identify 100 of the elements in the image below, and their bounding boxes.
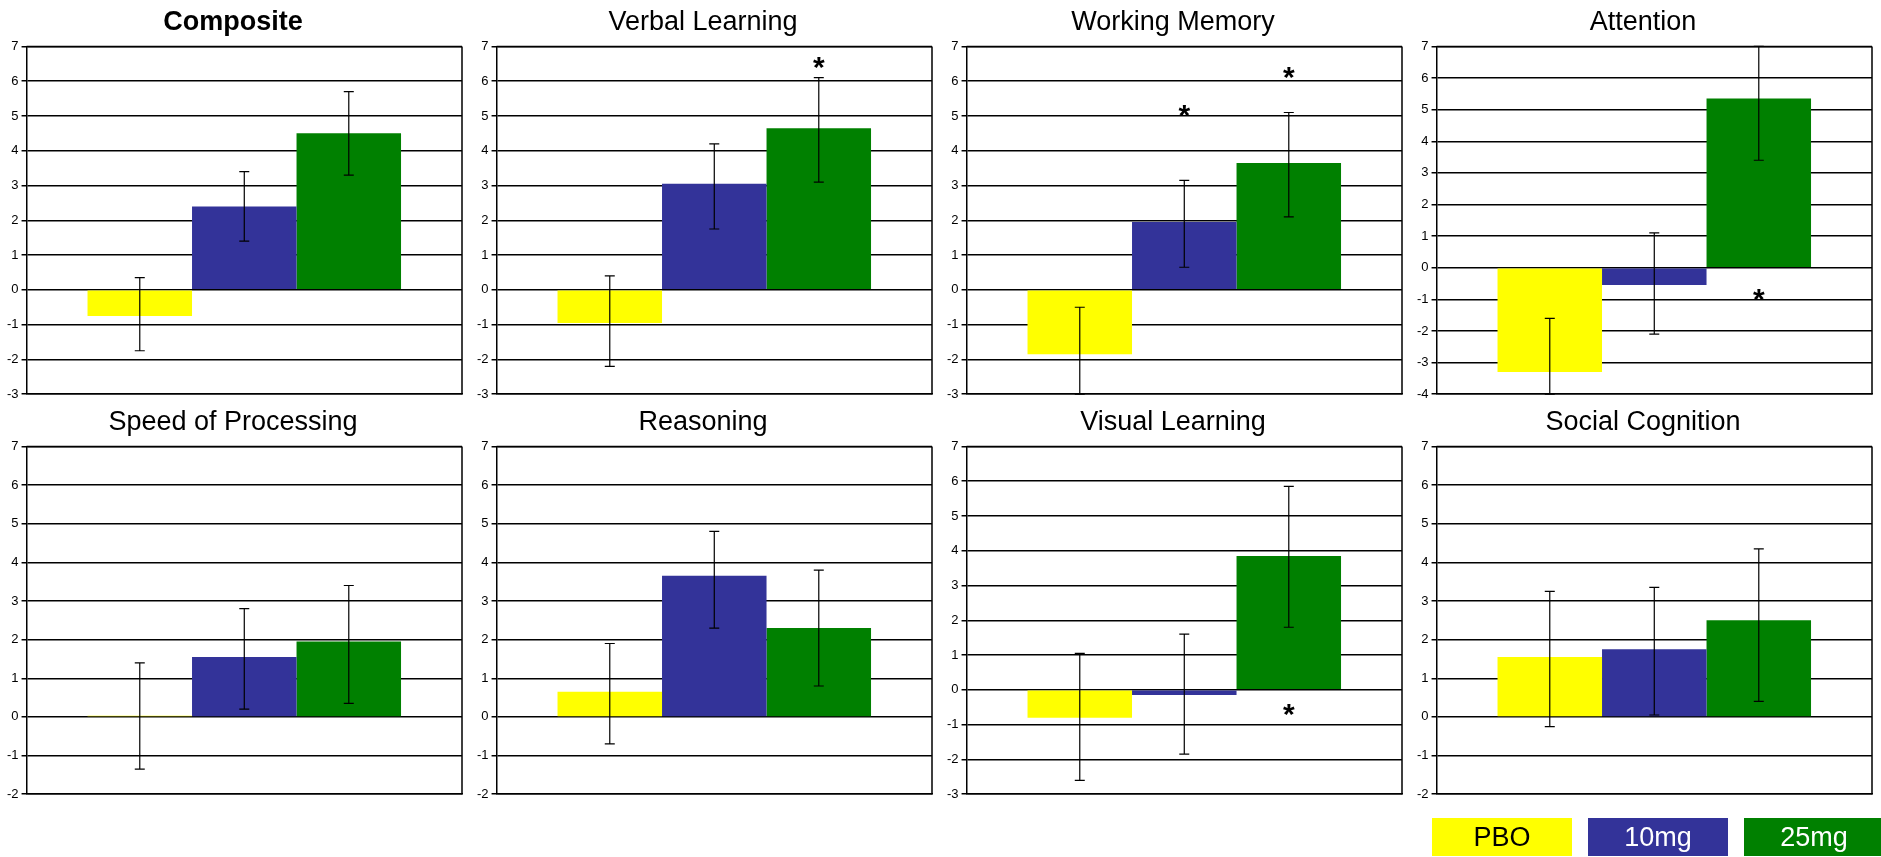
y-tick-label: 5 xyxy=(951,107,959,123)
y-tick-label: 4 xyxy=(951,542,959,558)
chart-title: Reasoning xyxy=(638,405,768,436)
bar xyxy=(1602,649,1707,717)
y-tick-label: 7 xyxy=(11,437,19,453)
y-tick-label: 5 xyxy=(481,515,489,531)
y-tick-label: 7 xyxy=(951,37,959,53)
annotation: * xyxy=(1752,282,1765,316)
y-tick-label: 4 xyxy=(1421,132,1429,148)
y-tick-label: 6 xyxy=(951,72,959,88)
text: 10mg xyxy=(1588,818,1728,856)
y-tick-label: -2 xyxy=(947,751,959,766)
y-tick-label: 2 xyxy=(481,631,489,647)
y-tick-label: -2 xyxy=(7,351,19,366)
y-tick-label: 1 xyxy=(1421,227,1429,243)
chart-title: Visual Learning xyxy=(1080,405,1266,436)
y-tick-label: 2 xyxy=(951,211,959,227)
y-tick-label: -2 xyxy=(1417,785,1429,801)
y-tick-label: -1 xyxy=(7,747,19,763)
y-tick-label: 5 xyxy=(11,107,19,123)
y-tick-label: -1 xyxy=(1417,747,1429,763)
y-tick-label: 0 xyxy=(481,281,489,297)
y-tick-label: 6 xyxy=(951,472,959,488)
y-tick-label: 4 xyxy=(11,142,19,158)
bar xyxy=(1027,290,1133,355)
y-tick-label: 6 xyxy=(1421,476,1429,492)
y-tick-label: -3 xyxy=(947,785,959,801)
y-tick-label: 6 xyxy=(481,476,489,492)
bar xyxy=(1236,162,1342,290)
chart-title: Composite xyxy=(163,5,303,36)
y-tick-label: 0 xyxy=(951,681,959,697)
annotation: * xyxy=(812,49,825,83)
y-tick-label: 1 xyxy=(481,246,489,262)
bar xyxy=(192,206,297,290)
y-tick-label: 7 xyxy=(481,37,489,53)
annotation: * xyxy=(1178,98,1191,132)
y-tick-label: 7 xyxy=(1421,37,1429,53)
y-tick-label: 1 xyxy=(951,646,959,662)
y-tick-label: 2 xyxy=(951,611,959,627)
y-tick-label: -4 xyxy=(1417,385,1429,401)
y-tick-label: 5 xyxy=(11,515,19,531)
y-tick-label: -2 xyxy=(477,785,489,801)
y-tick-label: 5 xyxy=(1421,101,1429,117)
bar xyxy=(766,128,872,290)
bar xyxy=(1132,222,1237,290)
bar xyxy=(662,575,767,717)
y-tick-label: -1 xyxy=(1417,290,1429,306)
y-tick-label: -2 xyxy=(7,785,19,801)
y-tick-label: 5 xyxy=(481,107,489,123)
chart-title: Verbal Learning xyxy=(608,5,798,36)
y-tick-label: -2 xyxy=(477,351,489,366)
bar xyxy=(192,657,297,717)
annotation: * xyxy=(1282,60,1295,94)
y-tick-label: 2 xyxy=(1421,631,1429,647)
chart-title: Attention xyxy=(1589,5,1697,36)
y-tick-label: 3 xyxy=(1421,592,1429,608)
annotation: * xyxy=(1282,696,1295,730)
y-tick-label: 2 xyxy=(1421,196,1429,212)
bar xyxy=(296,641,402,717)
y-tick-label: -1 xyxy=(947,316,959,332)
text: PBO xyxy=(1432,818,1572,856)
y-tick-label: 1 xyxy=(951,246,959,262)
bar xyxy=(87,290,193,316)
y-tick-label: 0 xyxy=(951,281,959,297)
y-tick-label: 7 xyxy=(481,437,489,453)
y-tick-label: 7 xyxy=(1421,437,1429,453)
bar xyxy=(1497,657,1603,717)
y-tick-label: -3 xyxy=(7,385,19,401)
y-tick-label: 1 xyxy=(481,669,489,685)
y-tick-label: 4 xyxy=(481,142,489,158)
y-tick-label: 6 xyxy=(11,72,19,88)
y-tick-label: 4 xyxy=(481,553,489,569)
bar xyxy=(557,290,663,323)
y-tick-label: 0 xyxy=(11,281,19,297)
y-tick-label: 4 xyxy=(11,553,19,569)
y-tick-label: 0 xyxy=(1421,708,1429,724)
y-tick-label: 3 xyxy=(951,577,959,593)
y-tick-label: -3 xyxy=(947,385,959,401)
y-tick-label: -1 xyxy=(7,316,19,332)
y-tick-label: 5 xyxy=(951,507,959,523)
chart-title: Working Memory xyxy=(1071,5,1276,36)
y-tick-label: 2 xyxy=(11,631,19,647)
y-tick-label: -1 xyxy=(477,316,489,332)
y-tick-label: 0 xyxy=(11,708,19,724)
bar xyxy=(296,133,402,290)
y-tick-label: 1 xyxy=(11,246,19,262)
y-tick-label: -2 xyxy=(947,351,959,366)
y-tick-label: 2 xyxy=(11,211,19,227)
y-tick-label: 6 xyxy=(1421,69,1429,85)
y-tick-label: -2 xyxy=(1417,322,1429,338)
y-tick-label: 2 xyxy=(481,211,489,227)
y-tick-label: 6 xyxy=(11,476,19,492)
y-tick-label: 0 xyxy=(481,708,489,724)
y-tick-label: 3 xyxy=(481,177,489,193)
y-tick-label: -1 xyxy=(947,716,959,732)
bar xyxy=(766,628,872,717)
y-tick-label: 0 xyxy=(1421,259,1429,275)
chart-title: Social Cognition xyxy=(1545,405,1741,436)
y-tick-label: 1 xyxy=(1421,669,1429,685)
bar xyxy=(1706,620,1812,717)
